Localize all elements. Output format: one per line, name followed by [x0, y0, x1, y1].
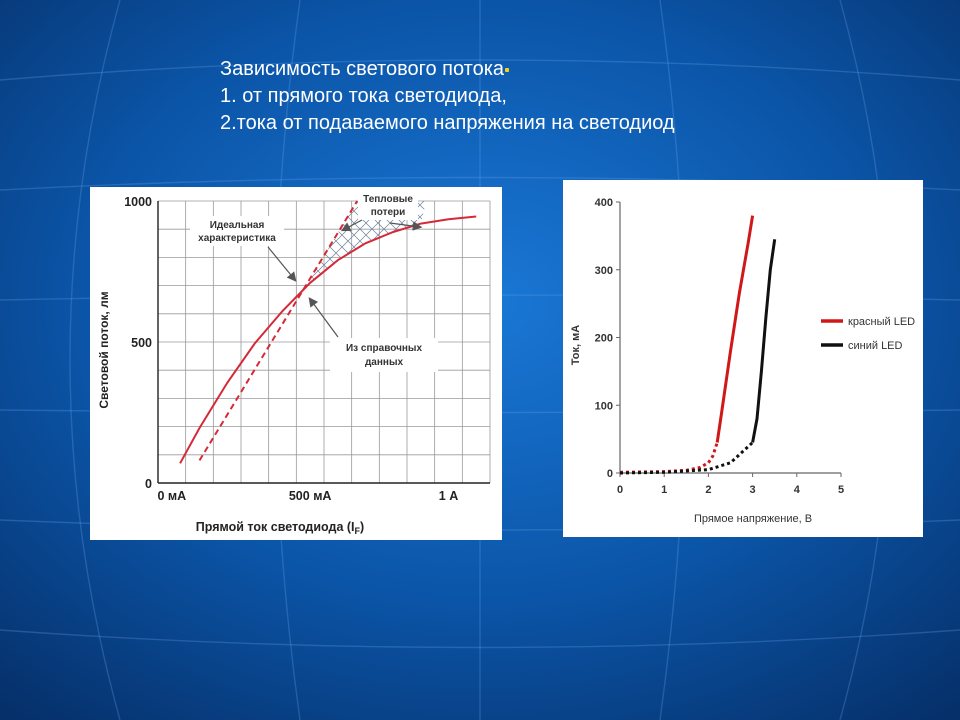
annotation-datasheet-line-1: Из справочных — [346, 343, 422, 354]
iv-x-tick-label: 2 — [705, 484, 711, 496]
flux-x-tick-label: 500 мА — [289, 489, 332, 503]
iv-x-tick-label: 1 — [661, 484, 667, 496]
iv-chart-panel: 0 1 2 3 4 5 0 100 200 300 400 Ток, мА Прямое напря… — [563, 180, 923, 537]
iv-x-tick-label: 4 — [794, 484, 801, 496]
iv-y-tick-label: 400 — [595, 197, 613, 209]
flux-chart-panel: 0 мА 500 мА 1 А 0 500 1000 Световой поток, лм… — [90, 187, 502, 540]
iv-x-tick-label: 5 — [838, 484, 844, 496]
annotation-datasheet-arrow — [308, 297, 339, 338]
iv-y-tick-label: 0 — [607, 468, 613, 480]
iv-legend: красный LED синий LED — [821, 316, 915, 352]
annotation-losses-arrow-left — [340, 219, 363, 232]
annotation-losses-line-2: потери — [371, 207, 406, 218]
iv-y-tick-label: 100 — [595, 400, 613, 412]
iv-x-tick-label: 3 — [750, 484, 756, 496]
iv-series-red — [715, 215, 755, 443]
annotation-ideal-line-1: Идеальная — [210, 220, 265, 231]
flux-y-axis-label: Световой поток, лм — [97, 291, 111, 408]
legend-label-blue: синий LED — [848, 340, 903, 352]
annotation-losses-arrow-right — [389, 221, 423, 231]
iv-series-red-dashed — [619, 442, 719, 474]
annotation-ideal-arrow — [267, 246, 297, 282]
title-line-3: 2.тока от подаваемого напряжения на свет… — [220, 112, 675, 134]
legend-label-red: красный LED — [848, 316, 915, 328]
flux-chart: 0 мА 500 мА 1 А 0 500 1000 Световой поток, лм… — [97, 190, 491, 536]
annotation-ideal-line-2: характеристика — [198, 233, 276, 244]
iv-y-axis-label: Ток, мА — [570, 325, 582, 366]
title-line-2: 1. от прямого тока светодиода, — [220, 85, 507, 107]
annotation-losses-line-1: Тепловые — [363, 194, 413, 205]
iv-y-tick-label: 300 — [595, 265, 613, 277]
flux-x-tick-label: 0 мА — [157, 489, 186, 503]
iv-y-tick-label: 200 — [595, 333, 613, 345]
slide-title: Зависимость светового потока 1. от прямо… — [220, 56, 675, 137]
title-line-1: Зависимость светового потока — [220, 58, 505, 80]
iv-series-blue-dashed — [619, 441, 754, 475]
iv-chart: 0 1 2 3 4 5 0 100 200 300 400 Ток, мА Прямое напря… — [570, 197, 915, 525]
flux-y-tick-label: 500 — [131, 336, 152, 350]
flux-series-ideal — [198, 200, 359, 461]
flux-series-datasheet — [179, 215, 477, 464]
flux-x-axis-label: Прямой ток светодиода (IF) — [196, 520, 364, 536]
flux-x-tick-label: 1 А — [439, 489, 458, 503]
flux-y-tick-label: 0 — [145, 477, 152, 491]
iv-x-axis-label: Прямое напряжение, В — [694, 513, 812, 525]
annotation-datasheet-line-2: данных — [365, 357, 404, 368]
flux-y-tick-label: 1000 — [124, 195, 152, 209]
decorative-dot — [505, 68, 509, 72]
iv-series-blue — [751, 239, 777, 443]
iv-x-tick-label: 0 — [617, 484, 623, 496]
